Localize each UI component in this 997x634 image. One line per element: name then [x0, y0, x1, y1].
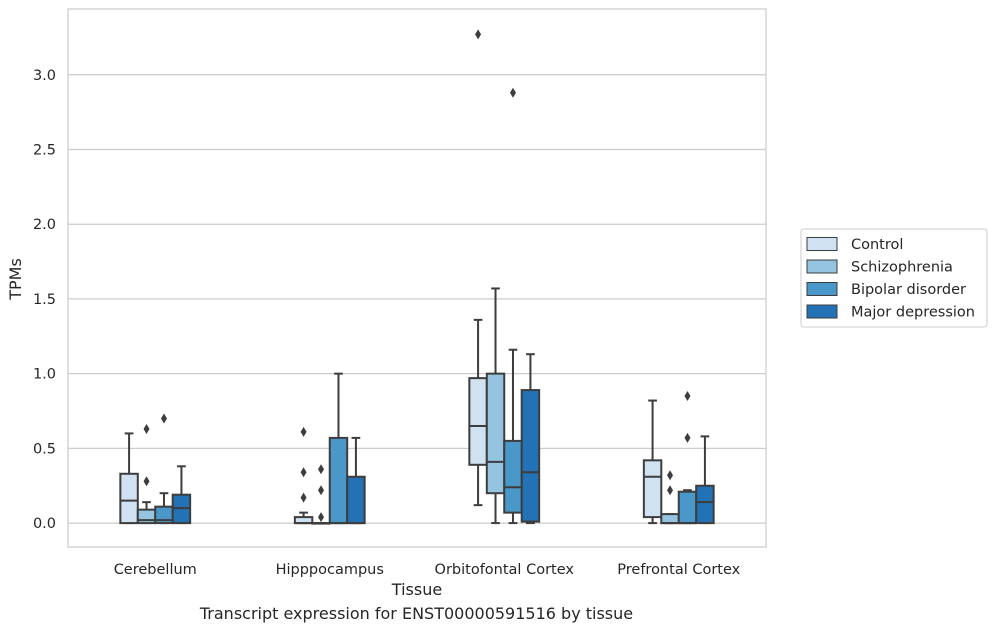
box-control: [119, 432, 139, 525]
legend-swatch: [806, 282, 838, 296]
chart-caption: Transcript expression for ENST0000059151…: [199, 604, 634, 623]
box-major-depression: [520, 353, 541, 525]
plot-frame: [67, 8, 767, 548]
box-major-depression: [695, 435, 715, 525]
outlier-marker: [475, 29, 482, 40]
box-major-depression: [346, 436, 366, 525]
box-control: [642, 399, 663, 525]
x-tick-label: Orbitofontal Cortex: [435, 562, 575, 578]
y-axis-label: TPMs: [6, 258, 25, 301]
box-iqr: [328, 436, 349, 525]
outlier-marker: [300, 492, 307, 503]
outlier-marker: [143, 423, 150, 434]
outlier-marker: [318, 464, 325, 475]
y-tick-label: 1.5: [33, 292, 56, 308]
legend-swatch: [806, 304, 838, 319]
box-iqr: [503, 439, 523, 514]
box-iqr: [695, 484, 715, 525]
y-tick-labels: 0.0 0.5 1.0 1.5 2.0 2.5 3.0: [33, 68, 56, 532]
x-tick-label: Hipppocampus: [276, 562, 384, 578]
outlier-marker: [160, 413, 167, 424]
outlier-marker: [684, 432, 691, 443]
y-gridlines: [68, 74, 766, 524]
legend-swatch: [806, 237, 838, 251]
x-tick-label: Prefrontal Cortex: [617, 562, 740, 578]
x-axis-label: Tissue: [391, 580, 442, 599]
box-control: [293, 426, 314, 525]
y-tick-label: 2.0: [33, 217, 56, 233]
box-schizophrenia: [311, 464, 331, 525]
outlier-marker: [509, 87, 516, 98]
y-tick-label: 3.0: [33, 68, 56, 84]
outlier-marker: [684, 391, 691, 402]
legend: Control Schizophrenia Bipolar disorder Majo…: [800, 228, 988, 328]
box-iqr: [468, 377, 488, 466]
box-bipolar-disorder: [503, 87, 523, 525]
box-bipolar-disorder: [154, 413, 174, 525]
outlier-marker: [300, 467, 307, 478]
y-tick-label: 0.5: [33, 441, 56, 457]
box-schizophrenia: [485, 287, 506, 525]
box-control: [468, 29, 488, 507]
box-bipolar-disorder: [677, 391, 698, 525]
box-major-depression: [171, 465, 192, 525]
legend-label: Control: [851, 237, 903, 253]
box-iqr: [520, 389, 541, 523]
y-tick-label: 1.0: [33, 367, 56, 383]
legend-label: Bipolar disorder: [851, 282, 966, 298]
legend-label: Major depression: [851, 305, 975, 321]
x-tick-labels: Cerebellum Hipppocampus Orbitofontal Corte…: [114, 562, 741, 578]
x-tick-label: Cerebellum: [114, 562, 197, 578]
box-iqr: [346, 475, 366, 525]
y-tick-label: 2.5: [33, 142, 56, 158]
box-iqr: [642, 459, 663, 519]
legend-label: Schizophrenia: [851, 260, 953, 276]
box-iqr: [660, 513, 680, 525]
box-iqr: [485, 372, 506, 495]
box-bipolar-disorder: [328, 372, 349, 525]
legend-frame: [800, 228, 988, 328]
outlier-marker: [300, 426, 307, 437]
box-schizophrenia: [136, 423, 157, 525]
outlier-marker: [143, 476, 150, 487]
outlier-marker: [318, 485, 325, 496]
outlier-marker: [667, 470, 674, 481]
box-schizophrenia: [660, 470, 680, 525]
y-tick-label: 0.0: [33, 516, 56, 532]
box-iqr: [677, 490, 698, 525]
outlier-marker: [667, 485, 674, 496]
outlier-marker: [318, 512, 325, 523]
legend-swatch: [806, 259, 838, 274]
box-iqr: [119, 472, 139, 525]
box-plot-boxes: [119, 29, 715, 525]
